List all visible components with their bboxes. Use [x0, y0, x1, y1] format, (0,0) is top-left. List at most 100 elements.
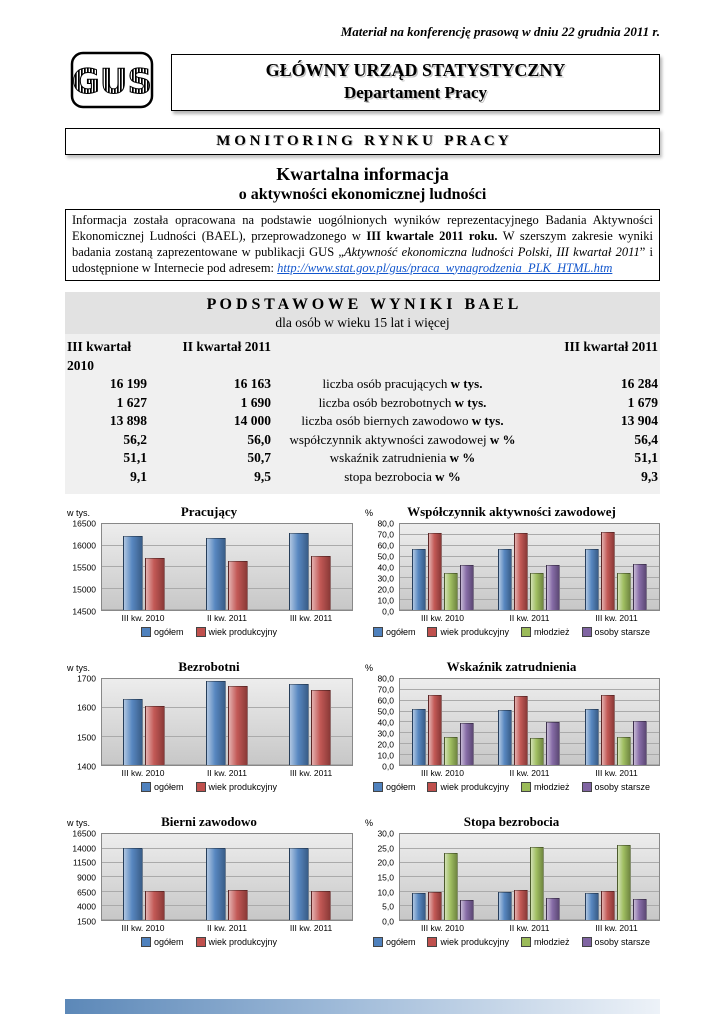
table-row: 51,1 50,7 wskaźnik zatrudnienia w % 51,1: [67, 449, 658, 468]
bar-series-0: [289, 684, 310, 766]
gridline: [400, 732, 659, 734]
chart-plot-region: 14500 15000 15500 16000 16500: [65, 519, 353, 615]
table-header-row: III kwartał 2010 II kwartał 2011 III kwa…: [67, 338, 658, 375]
y-tick-label: 30,0: [377, 573, 394, 584]
y-axis-unit-label: %: [365, 818, 374, 829]
y-tick-label: 0,0: [382, 916, 394, 927]
legend-swatch: [195, 782, 206, 793]
col-header-q3-2011: III kwartał 2011: [564, 339, 658, 355]
legend-swatch: [581, 782, 592, 793]
x-tick-label: II kw. 2011: [509, 923, 550, 934]
y-axis-unit-label: w tys.: [67, 663, 91, 674]
y-tick-label: 15000: [72, 584, 96, 595]
x-tick-label: III kw. 2011: [289, 923, 333, 934]
chart-legend: ogółem wiek produkcyjny młodzież osoby star…: [363, 627, 660, 638]
stat-gov-link[interactable]: http://www.stat.gov.pl/gus/praca_wynagro…: [277, 260, 613, 275]
bar-series-2: [616, 845, 631, 921]
chart-legend: ogółem wiek produkcyjny młodzież osoby star…: [363, 782, 660, 793]
x-tick-label: III kw. 2010: [121, 613, 165, 624]
y-tick-label: 80,0: [377, 673, 394, 684]
cell-q3-2011: 56,4: [634, 431, 658, 447]
table-row: 56,2 56,0 współczynnik aktywności zawodowe…: [67, 431, 658, 450]
indicator-label: liczba osób biernych zawodowo: [301, 413, 472, 429]
bar-series-0: [289, 848, 310, 921]
gridline: [400, 876, 659, 878]
bar-groups: [102, 679, 352, 766]
chart-wspolczynnik-aktywnosci-zawodowej: % Współczynnik aktywności zawodowej 0,0 10,…: [363, 504, 660, 638]
bar-series-0: [122, 699, 143, 766]
gridline: [400, 919, 659, 921]
bar-series-0: [205, 847, 226, 921]
doc-title-line2: o aktywności ekonomicznej ludności: [238, 185, 487, 203]
legend-item: młodzież: [521, 782, 570, 793]
bar-series-1: [311, 891, 332, 921]
intro-bold-quarter: III kwartale 2011 roku.: [366, 228, 498, 243]
y-tick-label: 0,0: [382, 606, 394, 617]
legend-swatch: [195, 627, 206, 638]
chart-legend: ogółem wiek produkcyjny: [65, 627, 353, 638]
y-tick-label: 40,0: [377, 717, 394, 728]
indicator-label: współczynnik aktywności zawodowej: [289, 431, 490, 447]
plot-area: [101, 523, 353, 612]
cell-q3-2010: 1 627: [116, 394, 147, 410]
bar-group: [486, 679, 572, 766]
bar-series-1: [600, 695, 615, 766]
bar-series-3: [546, 564, 561, 611]
col-header-q2-2011: II kwartał 2011: [182, 339, 271, 355]
y-tick-label: 1700: [77, 673, 96, 684]
chart-bierni-zawodowo: w tys. Bierni zawodowo 1500 4000 6500 9000 115…: [65, 814, 353, 948]
legend-item: młodzież: [521, 937, 570, 948]
legend-item: ogółem: [372, 782, 415, 793]
y-axis-unit-label: w tys.: [67, 818, 91, 829]
y-axis-unit-label: w tys.: [67, 508, 91, 519]
bar-series-2: [616, 572, 631, 611]
bar-group: [185, 834, 268, 921]
x-tick-label: II kw. 2011: [206, 613, 247, 624]
bar-group: [400, 834, 486, 921]
x-tick-label: III kw. 2011: [595, 613, 638, 624]
bar-group: [102, 834, 185, 921]
bar-group: [269, 679, 352, 766]
bar-group: [573, 834, 659, 921]
indicator-label: stopa bezrobocia: [344, 468, 436, 484]
bar-group: [400, 524, 486, 611]
legend-label: wiek produkcyjny: [208, 627, 278, 638]
intro-text-1: Informacja została opracowana na podstaw…: [72, 212, 653, 243]
gridline: [102, 847, 352, 849]
gridline: [102, 707, 352, 709]
bar-series-1: [144, 557, 165, 611]
bar-series-2: [444, 853, 459, 921]
y-axis: 1400 1500 1600 1700: [65, 674, 101, 770]
chart-title: Wskaźnik zatrudnienia: [446, 659, 577, 675]
legend-item: ogółem: [140, 627, 184, 638]
bar-series-1: [144, 890, 165, 921]
logo-border: [70, 51, 154, 109]
indicator-unit: w %: [449, 450, 476, 466]
press-conference-note: Materiał na konferencję prasową w dniu 2…: [340, 24, 660, 39]
legend-item: osoby starsze: [581, 627, 650, 638]
x-tick-label: III kw. 2010: [121, 768, 165, 779]
bar-series-3: [632, 899, 647, 921]
gridline: [102, 905, 352, 907]
gridline: [400, 534, 659, 536]
chart-wskaznik-zatrudnienia: % Wskaźnik zatrudnienia 0,0 10,0 20,0 30,0 40,…: [363, 659, 660, 793]
gridline: [400, 753, 659, 755]
legend-label: osoby starsze: [594, 937, 651, 948]
x-axis-labels: III kw. 2010 II kw. 2011 III kw. 2011: [101, 613, 353, 623]
cell-q3-2010: 13 898: [109, 413, 147, 429]
indicator-label: liczba osób pracujących: [322, 376, 451, 392]
chart-plot-region: 0,0 10,0 20,0 30,0 40,0 50,0 60,0 70,0 80,0: [363, 674, 660, 770]
chart-header: w tys. Pracujący: [65, 504, 353, 520]
publication-title: Aktywność ekonomiczna ludności Polski, I…: [343, 244, 640, 259]
bar-group: [102, 679, 185, 766]
cell-q3-2010: 16 199: [109, 376, 147, 392]
bar-series-2: [530, 573, 545, 611]
bar-series-3: [546, 898, 561, 921]
bar-series-1: [428, 532, 443, 611]
y-tick-label: 4000: [77, 901, 96, 912]
y-tick-label: 6500: [77, 886, 96, 897]
bar-group: [102, 524, 185, 611]
legend-label: młodzież: [534, 937, 570, 948]
legend-label: wiek produkcyjny: [440, 627, 509, 638]
plot-area: [399, 833, 660, 922]
